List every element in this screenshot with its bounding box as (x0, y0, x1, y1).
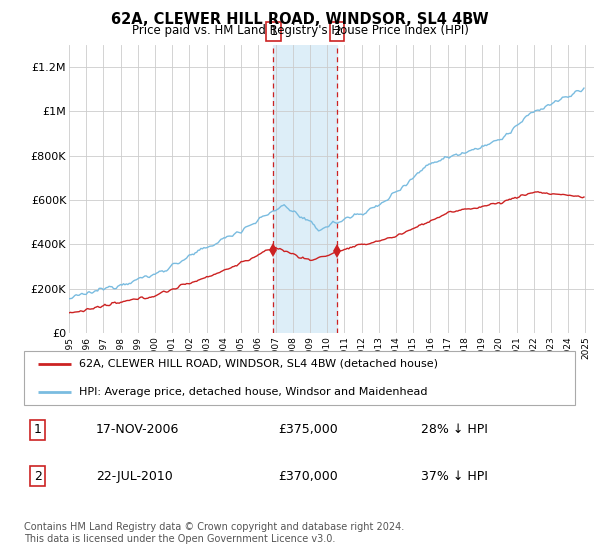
Text: 2: 2 (333, 25, 341, 38)
Text: Price paid vs. HM Land Registry's House Price Index (HPI): Price paid vs. HM Land Registry's House … (131, 24, 469, 37)
Text: 22-JUL-2010: 22-JUL-2010 (96, 470, 173, 483)
Text: 17-NOV-2006: 17-NOV-2006 (96, 423, 179, 436)
Text: 2: 2 (34, 470, 42, 483)
Text: 1: 1 (34, 423, 42, 436)
Text: £370,000: £370,000 (278, 470, 338, 483)
Text: Contains HM Land Registry data © Crown copyright and database right 2024.
This d: Contains HM Land Registry data © Crown c… (24, 522, 404, 544)
Text: 28% ↓ HPI: 28% ↓ HPI (421, 423, 488, 436)
Text: £375,000: £375,000 (278, 423, 338, 436)
FancyBboxPatch shape (24, 351, 575, 405)
Text: HPI: Average price, detached house, Windsor and Maidenhead: HPI: Average price, detached house, Wind… (79, 387, 428, 397)
Text: 62A, CLEWER HILL ROAD, WINDSOR, SL4 4BW (detached house): 62A, CLEWER HILL ROAD, WINDSOR, SL4 4BW … (79, 359, 438, 369)
Text: 1: 1 (269, 25, 277, 38)
Bar (274, 45, 337, 333)
Text: 62A, CLEWER HILL ROAD, WINDSOR, SL4 4BW: 62A, CLEWER HILL ROAD, WINDSOR, SL4 4BW (111, 12, 489, 27)
Text: 37% ↓ HPI: 37% ↓ HPI (421, 470, 488, 483)
